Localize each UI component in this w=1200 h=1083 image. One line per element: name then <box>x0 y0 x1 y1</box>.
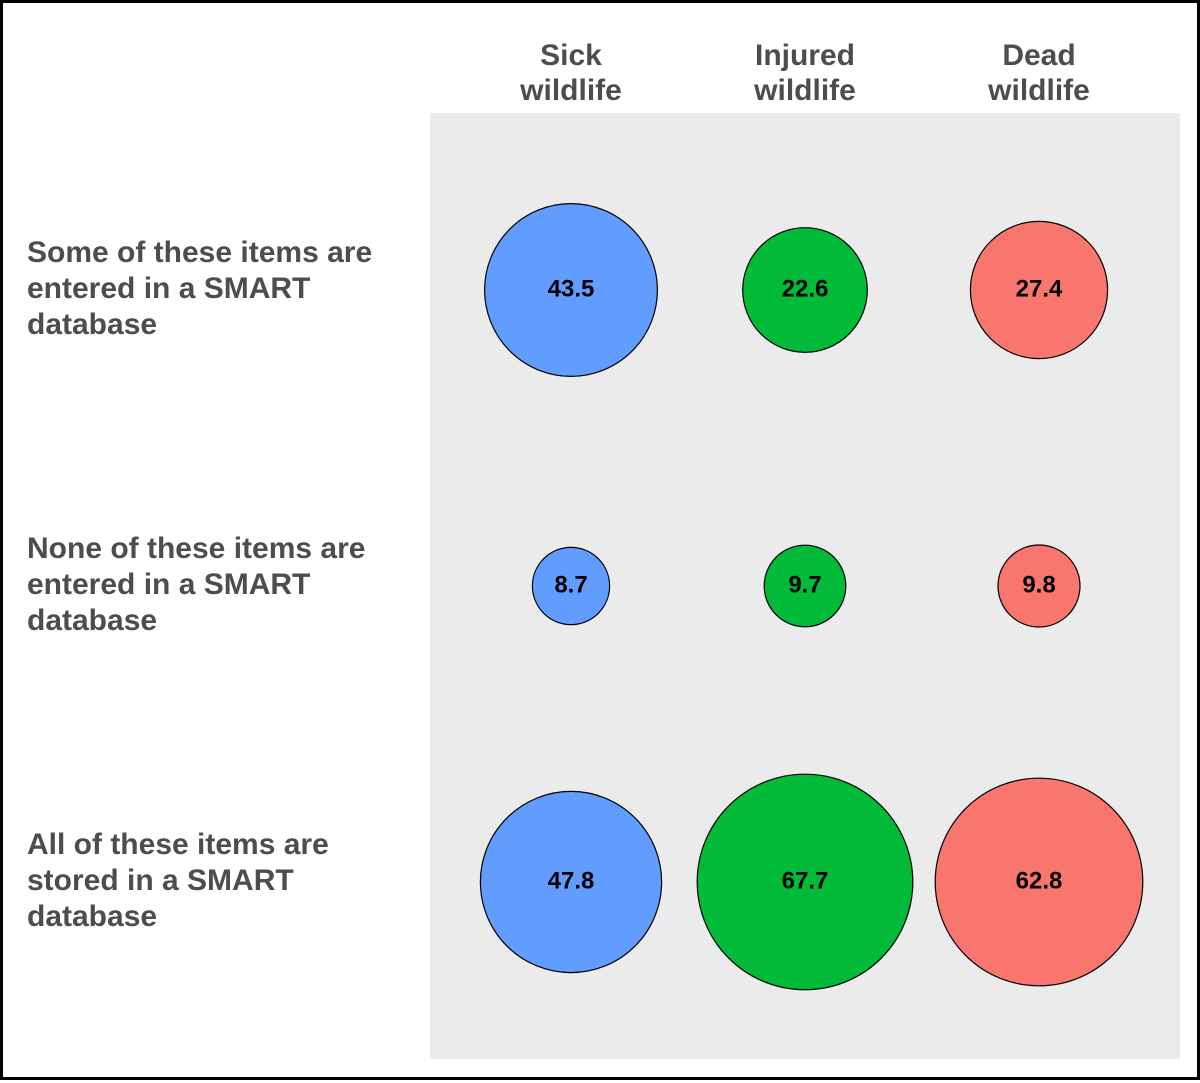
bubble-r2-c2 <box>934 777 1144 987</box>
bubble-value-label-r2-c2: 62.8 <box>1016 867 1063 894</box>
bubble-r1-c1 <box>763 544 847 628</box>
column-label-0-line-0: Sick <box>540 39 602 72</box>
bubbles: 43.5 22.6 27.4 8.7 9.7 9.8 47.8 67.7 62.8 <box>479 203 1144 991</box>
bubble-r2-c0 <box>479 790 663 974</box>
bubble-r1-c2 <box>997 544 1081 628</box>
bubble-r0-c0 <box>484 203 659 378</box>
column-label-1-line-1: wildlife <box>753 74 856 107</box>
column-label-2-line-1: wildlife <box>987 74 1090 107</box>
bubble-value-label-r0-c2: 27.4 <box>1016 275 1063 302</box>
bubble-value-label-r2-c1: 67.7 <box>782 867 829 894</box>
bubble-r2-c1 <box>696 773 914 991</box>
bubble-value-label-r1-c1: 9.7 <box>788 571 821 598</box>
bubble-chart: SickwildlifeInjuredwildlifeDeadwildlife … <box>27 39 1180 1059</box>
bubble-value-label-r0-c0: 43.5 <box>548 275 595 302</box>
row-label-0-line-0: Some of these items are <box>27 236 372 269</box>
column-label-0-line-1: wildlife <box>519 74 622 107</box>
bubble-r1-c0 <box>531 546 611 626</box>
bubble-value-label-r2-c0: 47.8 <box>548 867 595 894</box>
row-label-1-line-1: entered in a SMART <box>27 568 310 601</box>
bubble-value-label-r1-c2: 9.8 <box>1022 571 1055 598</box>
bubble-r0-c2 <box>969 220 1109 360</box>
row-label-1-line-2: database <box>27 604 157 637</box>
row-label-2-line-2: database <box>27 900 157 933</box>
row-label-2-line-1: stored in a SMART <box>27 864 294 897</box>
row-label-1-line-0: None of these items are <box>27 532 365 565</box>
row-label-2-line-0: All of these items are <box>27 828 329 861</box>
column-label-1-line-0: Injured <box>755 39 855 72</box>
row-label-0-line-1: entered in a SMART <box>27 272 310 305</box>
bubble-value-label-r1-c0: 8.7 <box>554 571 587 598</box>
column-label-2-line-0: Dead <box>1002 39 1075 72</box>
bubble-r0-c1 <box>742 227 868 353</box>
bubble-value-label-r0-c1: 22.6 <box>782 275 829 302</box>
row-label-0-line-2: database <box>27 308 157 341</box>
